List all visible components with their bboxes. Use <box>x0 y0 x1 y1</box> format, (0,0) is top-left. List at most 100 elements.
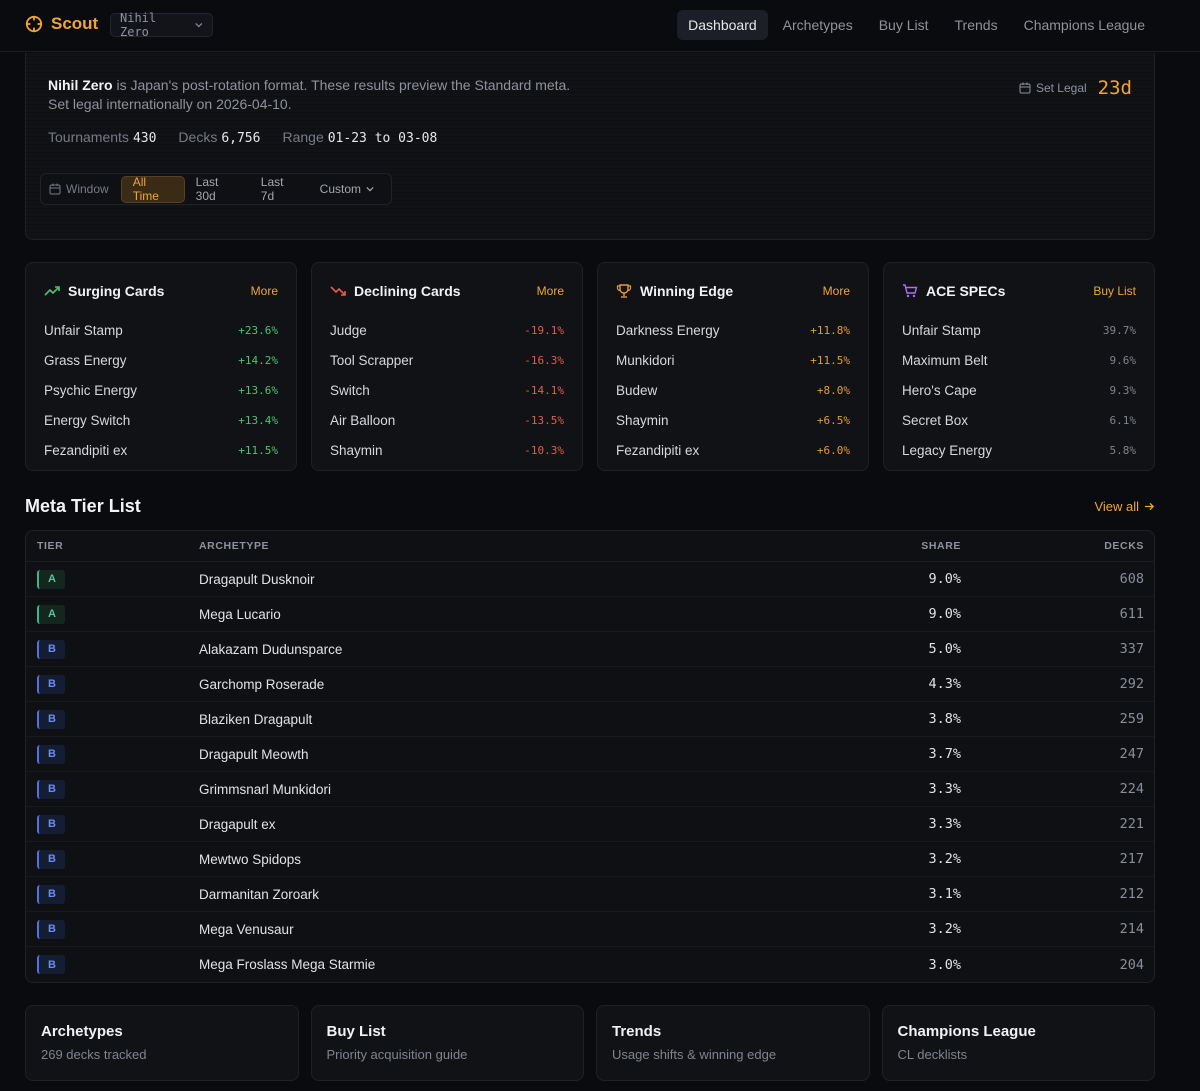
col-share[interactable]: SHARE <box>921 540 961 552</box>
list-item[interactable]: Fezandipiti ex +6.0% <box>616 435 850 465</box>
window-last-7d[interactable]: Last 7d <box>260 175 284 203</box>
archetype-name[interactable]: Alakazam Dudunsparce <box>199 641 343 657</box>
table-row[interactable]: B Darmanitan Zoroark 3.1% 212 <box>26 877 1154 912</box>
list-item[interactable]: Secret Box 6.1% <box>902 405 1136 435</box>
col-decks[interactable]: DECKS <box>1104 540 1144 552</box>
stat-tournaments-value: 430 <box>132 131 157 146</box>
trophy-icon <box>616 284 632 298</box>
quick-link-archetypes[interactable]: Archetypes 269 decks tracked <box>25 1005 299 1081</box>
tier-cell: B <box>26 779 199 799</box>
decks-value: 292 <box>1119 676 1144 692</box>
archetype-name[interactable]: Dragapult Meowth <box>199 746 309 762</box>
arrow-right-icon <box>1144 502 1155 511</box>
list-item[interactable]: Judge -19.1% <box>330 315 564 345</box>
card-name: Tool Scrapper <box>330 352 414 368</box>
card-edge: +11.5% <box>810 353 850 367</box>
window-all-time[interactable]: All Time <box>120 175 185 203</box>
list-item[interactable]: Grass Energy +14.2% <box>44 345 278 375</box>
table-row[interactable]: B Alakazam Dudunsparce 5.0% 337 <box>26 632 1154 667</box>
list-item[interactable]: Psychic Energy +13.6% <box>44 375 278 405</box>
list-item[interactable]: Munkidori +11.5% <box>616 345 850 375</box>
list-item[interactable]: Fezandipiti ex +11.5% <box>44 435 278 465</box>
nav-buy-list[interactable]: Buy List <box>878 17 929 33</box>
list-item[interactable]: Budew +8.0% <box>616 375 850 405</box>
table-row[interactable]: A Mega Lucario 9.0% 611 <box>26 597 1154 632</box>
table-row[interactable]: B Dragapult ex 3.3% 221 <box>26 807 1154 842</box>
card-name: Psychic Energy <box>44 382 138 398</box>
list-item[interactable]: Maximum Belt 9.6% <box>902 345 1136 375</box>
quick-link-trends[interactable]: Trends Usage shifts & winning edge <box>596 1005 870 1081</box>
quick-link-champions-league[interactable]: Champions League CL decklists <box>881 1005 1155 1081</box>
nav-archetypes[interactable]: Archetypes <box>782 17 853 33</box>
table-row[interactable]: B Blaziken Dragapult 3.8% 259 <box>26 702 1154 737</box>
ace-specs-buy-list-link[interactable]: Buy List <box>1093 284 1136 298</box>
table-row[interactable]: B Mewtwo Spidops 3.2% 217 <box>26 842 1154 877</box>
window-custom[interactable]: Custom <box>309 176 385 203</box>
archetype-name[interactable]: Mega Lucario <box>199 606 281 622</box>
winning-more-link[interactable]: More <box>822 284 850 298</box>
quick-link-buy-list[interactable]: Buy List Priority acquisition guide <box>310 1005 584 1081</box>
table-row[interactable]: B Mega Venusaur 3.2% 214 <box>26 912 1154 947</box>
archetype-name[interactable]: Garchomp Roserade <box>199 676 325 692</box>
archetype-name[interactable]: Dragapult Dusknoir <box>199 571 315 587</box>
list-item[interactable]: Energy Switch +13.4% <box>44 405 278 435</box>
tier-cell: B <box>26 744 199 764</box>
archetype-name[interactable]: Grimmsnarl Munkidori <box>199 781 332 797</box>
archetype-name[interactable]: Mega Venusaur <box>199 921 294 937</box>
tier-badge: A <box>37 604 65 624</box>
card-name: Shaymin <box>330 442 383 458</box>
card-change: +13.4% <box>238 413 278 427</box>
list-item[interactable]: Shaymin +6.5% <box>616 405 850 435</box>
card-name: Darkness Energy <box>616 322 720 338</box>
stat-tournaments-label: Tournaments <box>48 129 129 145</box>
nav-trends[interactable]: Trends <box>954 17 998 33</box>
winning-edge-card: Winning Edge More Darkness Energy +11.8% … <box>597 262 869 471</box>
format-overview-panel: Nihil Zero is Japan's post-rotation form… <box>25 53 1155 240</box>
stat-tournaments: Tournaments 430 <box>48 129 156 146</box>
card-name: Energy Switch <box>44 412 131 428</box>
col-tier[interactable]: TIER <box>37 540 64 552</box>
archetype-name[interactable]: Dragapult ex <box>199 816 276 832</box>
list-item[interactable]: Switch -14.1% <box>330 375 564 405</box>
decks-value: 247 <box>1119 746 1144 762</box>
ace-specs-card: ACE SPECs Buy List Unfair Stamp 39.7% Max… <box>883 262 1155 471</box>
archetype-name[interactable]: Mega Froslass Mega Starmie <box>199 957 376 972</box>
list-item[interactable]: Legacy Energy 5.8% <box>902 435 1136 465</box>
archetype-name[interactable]: Blaziken Dragapult <box>199 711 313 727</box>
set-legal-label: Set Legal <box>1035 81 1087 95</box>
quick-link-subtitle: Usage shifts & winning edge <box>612 1047 777 1062</box>
declining-more-link[interactable]: More <box>536 284 564 298</box>
card-title: Declining Cards <box>354 283 461 299</box>
format-select[interactable]: Nihil Zero <box>110 11 213 39</box>
calendar-icon <box>1019 82 1031 94</box>
decks-value: 217 <box>1119 851 1144 867</box>
view-all-link[interactable]: View all <box>1094 499 1155 514</box>
list-item[interactable]: Unfair Stamp 39.7% <box>902 315 1136 345</box>
list-item[interactable]: Unfair Stamp +23.6% <box>44 315 278 345</box>
nav-dashboard[interactable]: Dashboard <box>677 10 768 40</box>
table-row[interactable]: B Grimmsnarl Munkidori 3.3% 224 <box>26 772 1154 807</box>
stat-range-value: 01-23 to 03-08 <box>327 131 438 146</box>
nav-champions-league[interactable]: Champions League <box>1023 17 1145 33</box>
table-row[interactable]: A Dragapult Dusknoir 9.0% 608 <box>26 562 1154 597</box>
table-row[interactable]: B Dragapult Meowth 3.7% 247 <box>26 737 1154 772</box>
quick-links: Archetypes 269 decks tracked Buy List Prio… <box>25 1005 1155 1081</box>
window-label: Window <box>49 182 109 196</box>
card-usage: 5.8% <box>1109 443 1137 457</box>
list-item[interactable]: Shaymin -10.3% <box>330 435 564 465</box>
list-item[interactable]: Tool Scrapper -16.3% <box>330 345 564 375</box>
share-value: 5.0% <box>928 641 961 657</box>
tier-cell: B <box>26 709 199 729</box>
archetype-name[interactable]: Mewtwo Spidops <box>199 851 302 867</box>
list-item[interactable]: Darkness Energy +11.8% <box>616 315 850 345</box>
table-row[interactable]: B Mega Froslass Mega Starmie 3.0% 204 <box>26 947 1154 982</box>
col-archetype[interactable]: ARCHETYPE <box>199 540 270 552</box>
surging-more-link[interactable]: More <box>250 284 278 298</box>
list-item[interactable]: Hero's Cape 9.3% <box>902 375 1136 405</box>
quick-link-title: Champions League <box>897 1023 1036 1040</box>
window-last-30d[interactable]: Last 30d <box>195 175 219 203</box>
brand[interactable]: Scout <box>25 14 98 34</box>
archetype-name[interactable]: Darmanitan Zoroark <box>199 886 320 902</box>
table-row[interactable]: B Garchomp Roserade 4.3% 292 <box>26 667 1154 702</box>
list-item[interactable]: Air Balloon -13.5% <box>330 405 564 435</box>
